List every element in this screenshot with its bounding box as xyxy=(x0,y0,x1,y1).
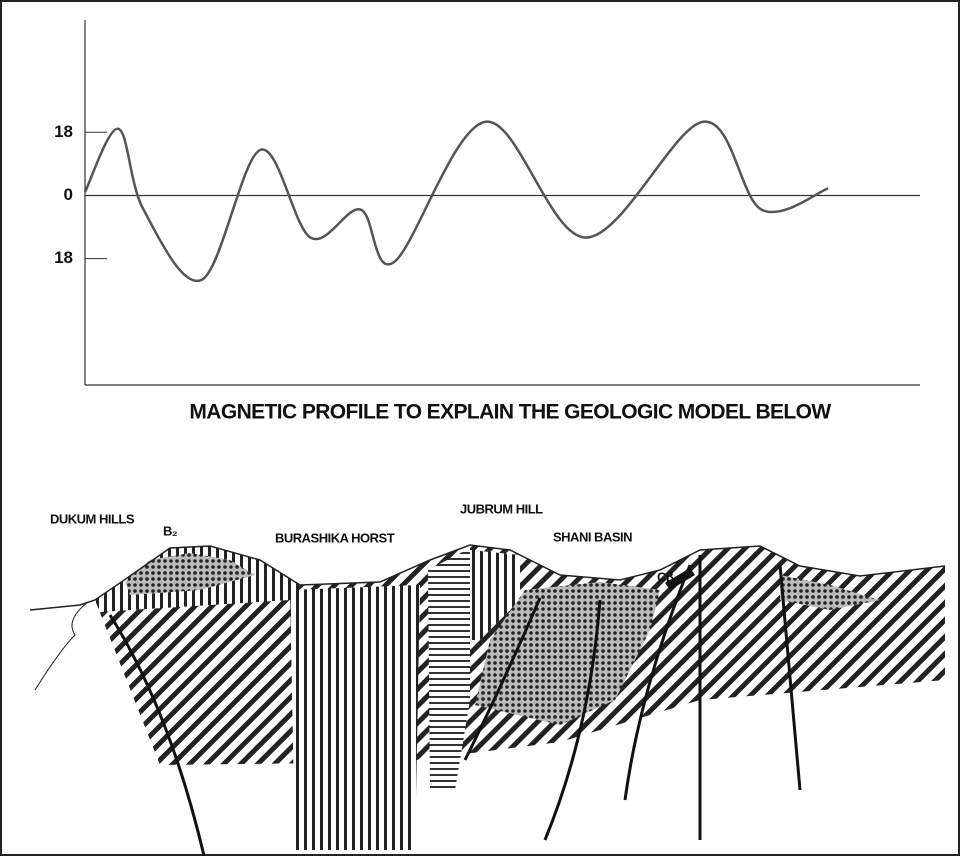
section-label: B₂ xyxy=(163,523,178,538)
y-tick-label: 18 xyxy=(54,122,73,141)
vertical-stripes xyxy=(290,585,420,850)
chart-title: MAGNETIC PROFILE TO EXPLAIN THE GEOLOGIC… xyxy=(189,401,831,424)
figure: MAGNETIC PROFILE TO EXPLAIN THE GEOLOGIC… xyxy=(0,0,960,856)
section-label: JUBRUM HILL xyxy=(460,501,543,516)
section-label: BURASHIKA HORST xyxy=(275,530,395,545)
coast xyxy=(35,602,88,690)
section-label: SHANI BASIN xyxy=(553,529,632,544)
y-tick-label: 0 xyxy=(64,185,73,204)
magnetic-curve xyxy=(85,122,828,281)
section-label: DUKUM HILLS xyxy=(50,511,135,526)
section-label: Cβ xyxy=(657,569,674,584)
geologic-section: DUKUM HILLS B₂ BURASHIKA HORST JUBRUM HI… xyxy=(30,501,945,856)
page: MAGNETIC PROFILE TO EXPLAIN THE GEOLOGIC… xyxy=(0,0,960,856)
y-tick-label: 18 xyxy=(54,248,73,267)
